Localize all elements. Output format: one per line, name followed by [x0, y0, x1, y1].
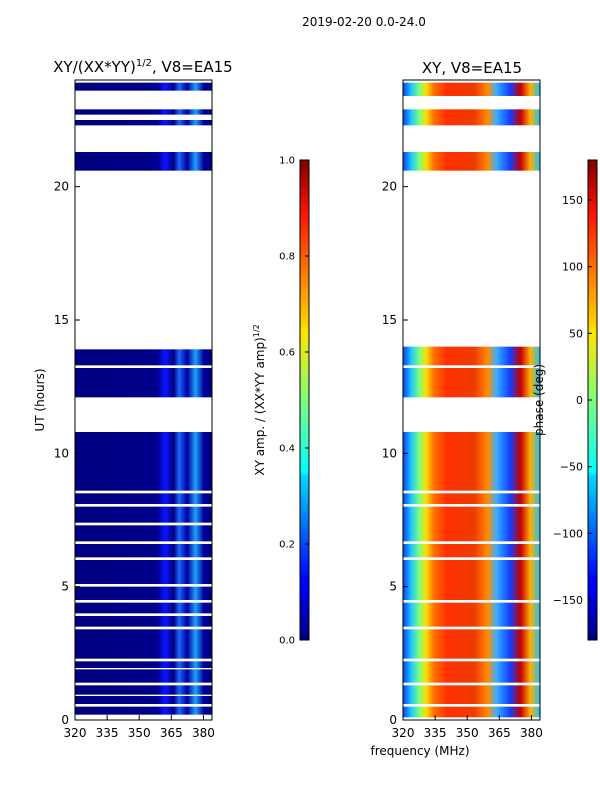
amplitude-data-bands — [75, 82, 212, 715]
phase-x-axis: 320 335 350 365 380 — [392, 715, 543, 740]
phase-data-band — [403, 346, 540, 366]
phase-data-band — [403, 493, 540, 504]
amplitude-y-axis-label: UT (hours) — [33, 368, 47, 431]
phase-x-tick-label: 380 — [520, 726, 543, 740]
phase-panel-title: XY, V8=EA15 — [422, 59, 522, 77]
amplitude-data-band — [75, 602, 212, 614]
amplitude-data-band — [75, 493, 212, 504]
amplitude-data-band — [75, 506, 212, 523]
amplitude-y-tick-label: 0 — [61, 713, 69, 727]
phase-plot-frame — [402, 79, 541, 721]
phase-panel: XY, V8=EA15 320 335 350 365 380 0 5 10 15 20 fre… — [370, 59, 542, 758]
phase-colorbar-tick-label: 150 — [562, 194, 583, 207]
phase-colorbar-tick-label: −150 — [553, 594, 583, 607]
phase-data-band — [403, 82, 540, 96]
phase-colorbar-ticks: 150 100 50 0 −50 −100 −150 — [553, 194, 592, 607]
amplitude-data-band — [75, 152, 212, 171]
amplitude-panel-title: XY/(XX*YY)1/2, V8=EA15 — [53, 58, 232, 76]
phase-data-band — [403, 560, 540, 600]
phase-data-band — [403, 685, 540, 704]
phase-colorbar-tick-label: −100 — [553, 527, 583, 540]
phase-data-band — [403, 706, 540, 718]
amplitude-data-band — [75, 685, 212, 695]
phase-data-band — [403, 109, 540, 126]
x-axis-label: frequency (MHz) — [370, 744, 469, 758]
amplitude-data-band — [75, 368, 212, 398]
figure-title: 2019-02-20 0.0-24.0 — [302, 15, 426, 29]
amplitude-x-tick-label: 380 — [192, 726, 215, 740]
amplitude-colorbar-ticks: 0.0 0.2 0.4 0.6 0.8 1.0 — [279, 156, 309, 647]
phase-colorbar-label: phase (deg) — [532, 364, 546, 436]
amplitude-data-band — [75, 616, 212, 627]
amplitude-colorbar: 0.0 0.2 0.4 0.6 0.8 1.0 XY amp. / (XX*YY amp)… — [252, 156, 310, 647]
phase-y-tick-label: 5 — [389, 580, 397, 594]
amplitude-colorbar-tick-label: 0.6 — [279, 348, 295, 359]
phase-data-bands — [403, 82, 540, 718]
phase-data-band — [403, 602, 540, 627]
amplitude-colorbar-label: XY amp. / (XX*YY amp)1/2 — [252, 324, 267, 475]
amplitude-data-band — [75, 432, 212, 491]
amplitude-data-band — [75, 629, 212, 659]
amplitude-colorbar-tick-label: 1.0 — [279, 156, 295, 167]
amplitude-data-band — [75, 560, 212, 584]
phase-data-band — [403, 544, 540, 558]
phase-data-band — [403, 152, 540, 171]
amplitude-y-tick-label: 15 — [54, 313, 69, 327]
phase-x-tick-label: 320 — [392, 726, 415, 740]
phase-data-band — [403, 368, 540, 398]
phase-x-tick-label: 335 — [424, 726, 447, 740]
phase-colorbar-tick-label: 50 — [569, 327, 583, 340]
amplitude-x-tick-label: 320 — [64, 726, 87, 740]
amplitude-colorbar-tick-label: 0.0 — [279, 636, 295, 647]
phase-data-band — [403, 432, 540, 491]
amplitude-panel: XY/(XX*YY)1/2, V8=EA15 320 335 350 365 380 0… — [33, 58, 233, 740]
phase-y-axis: 0 5 10 15 20 — [382, 180, 408, 727]
amplitude-colorbar-tick-label: 0.8 — [279, 252, 295, 263]
amplitude-data-band — [75, 586, 212, 600]
amplitude-data-band — [75, 120, 212, 126]
amplitude-data-band — [75, 109, 212, 115]
amplitude-data-band — [75, 82, 212, 91]
phase-y-tick-label: 20 — [382, 180, 397, 194]
amplitude-data-band — [75, 696, 212, 704]
phase-colorbar-tick-label: −50 — [560, 461, 583, 474]
amplitude-x-tick-label: 335 — [96, 726, 119, 740]
phase-colorbar: 150 100 50 0 −50 −100 −150 phase (deg) — [532, 159, 598, 641]
amplitude-colorbar-scale — [299, 159, 310, 641]
phase-x-tick-label: 365 — [488, 726, 511, 740]
phase-colorbar-tick-label: 0 — [576, 394, 583, 407]
phase-data-band — [403, 629, 540, 659]
amplitude-y-tick-label: 10 — [54, 446, 69, 460]
amplitude-colorbar-tick-label: 0.4 — [279, 444, 295, 455]
amplitude-x-axis: 320 335 350 365 380 — [64, 715, 215, 740]
amplitude-x-tick-label: 350 — [128, 726, 151, 740]
amplitude-data-band — [75, 669, 212, 683]
amplitude-data-band — [75, 525, 212, 542]
phase-colorbar-tick-label: 100 — [562, 261, 583, 274]
amplitude-y-axis: 0 5 10 15 20 — [54, 180, 80, 727]
amplitude-y-tick-label: 5 — [61, 580, 69, 594]
phase-data-band — [403, 661, 540, 683]
phase-y-tick-label: 0 — [389, 713, 397, 727]
phase-y-tick-label: 10 — [382, 446, 397, 460]
amplitude-y-tick-label: 20 — [54, 180, 69, 194]
amplitude-x-tick-label: 365 — [160, 726, 183, 740]
amplitude-plot-frame — [74, 79, 213, 721]
amplitude-data-band — [75, 661, 212, 668]
phase-x-tick-label: 350 — [456, 726, 479, 740]
amplitude-data-band — [75, 544, 212, 558]
amplitude-data-band — [75, 706, 212, 715]
amplitude-colorbar-tick-label: 0.2 — [279, 540, 295, 551]
amplitude-data-band — [75, 349, 212, 366]
phase-y-tick-label: 15 — [382, 313, 397, 327]
phase-data-band — [403, 506, 540, 542]
